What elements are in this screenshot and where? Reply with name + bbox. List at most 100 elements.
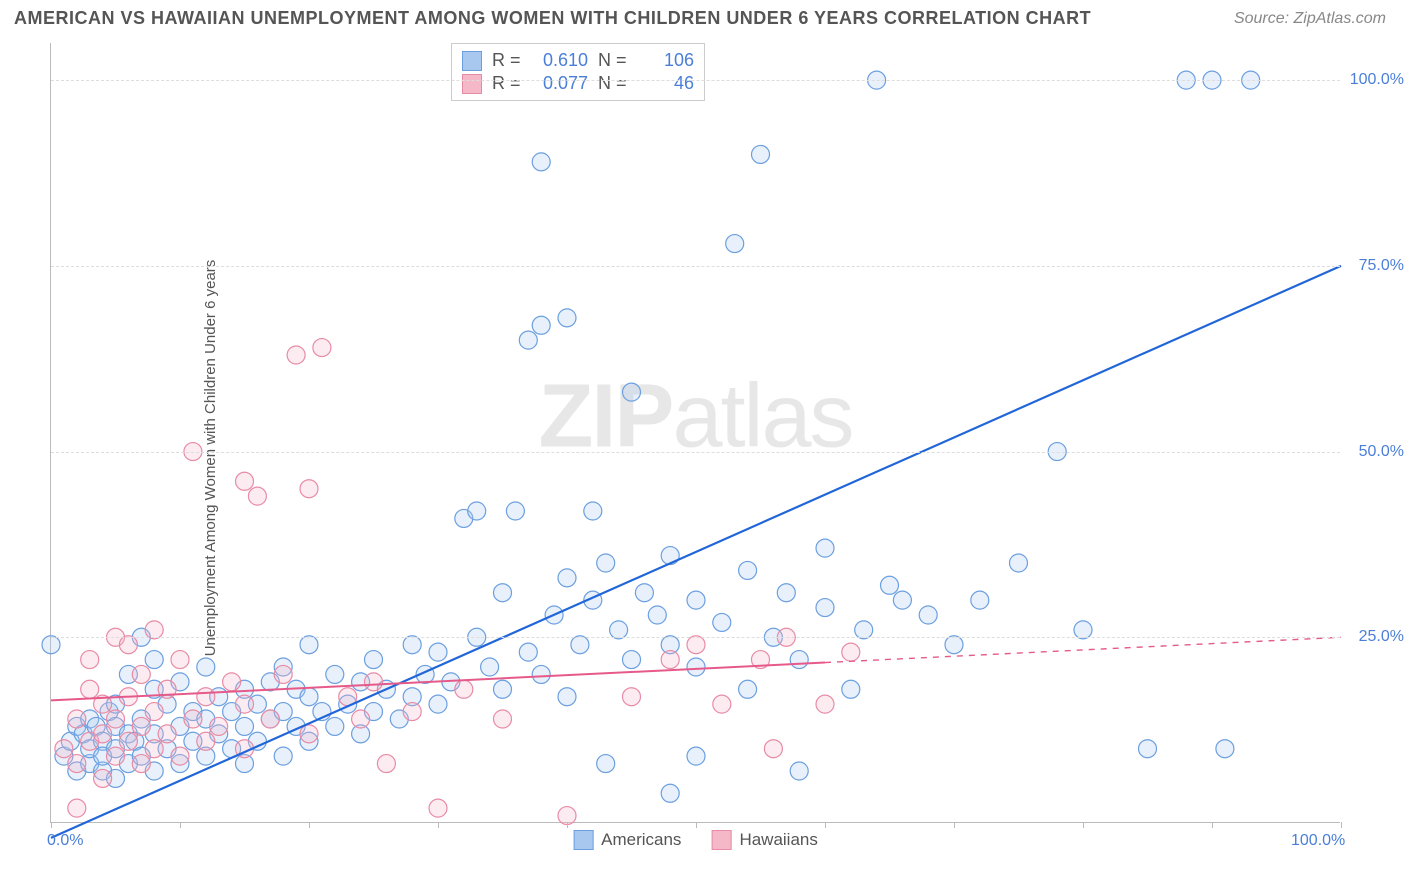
x-tick (825, 822, 826, 828)
y-tick-label: 25.0% (1359, 628, 1404, 646)
data-point (94, 725, 112, 743)
legend-swatch (711, 830, 731, 850)
data-point (687, 591, 705, 609)
legend-r-label: R = (492, 50, 526, 71)
data-point (468, 502, 486, 520)
data-point (300, 688, 318, 706)
chart-header: AMERICAN VS HAWAIIAN UNEMPLOYMENT AMONG … (0, 0, 1406, 33)
data-point (261, 710, 279, 728)
data-point (790, 651, 808, 669)
data-point (300, 725, 318, 743)
data-point (816, 599, 834, 617)
data-point (790, 762, 808, 780)
data-point (68, 799, 86, 817)
legend-row: R = 0.077 N = 46 (462, 73, 694, 94)
data-point (145, 703, 163, 721)
legend-swatch (573, 830, 593, 850)
data-point (519, 643, 537, 661)
x-tick-label: 100.0% (1291, 832, 1345, 850)
x-tick (1083, 822, 1084, 828)
scatter-svg (51, 43, 1340, 822)
legend-n-value: 46 (642, 73, 694, 94)
data-point (739, 561, 757, 579)
gridline (51, 266, 1340, 267)
data-point (855, 621, 873, 639)
data-point (1139, 740, 1157, 758)
data-point (81, 680, 99, 698)
data-point (236, 472, 254, 490)
data-point (687, 747, 705, 765)
data-point (816, 539, 834, 557)
data-point (107, 710, 125, 728)
legend-n-label: N = (598, 50, 632, 71)
data-point (300, 636, 318, 654)
data-point (184, 710, 202, 728)
data-point (171, 651, 189, 669)
legend-swatch (462, 74, 482, 94)
data-point (494, 584, 512, 602)
data-point (197, 732, 215, 750)
data-point (558, 569, 576, 587)
legend-r-value: 0.610 (536, 50, 588, 71)
data-point (365, 673, 383, 691)
data-point (494, 710, 512, 728)
data-point (119, 636, 137, 654)
legend-n-label: N = (598, 73, 632, 94)
gridline (51, 637, 1340, 638)
data-point (893, 591, 911, 609)
x-tick (1212, 822, 1213, 828)
x-tick (696, 822, 697, 828)
y-tick-label: 100.0% (1350, 71, 1404, 89)
data-point (661, 547, 679, 565)
gridline (51, 80, 1340, 81)
legend-swatch (462, 51, 482, 71)
legend-item: Americans (573, 830, 681, 850)
data-point (661, 651, 679, 669)
x-tick-label: 0.0% (47, 832, 83, 850)
y-tick-label: 50.0% (1359, 443, 1404, 461)
data-point (842, 680, 860, 698)
data-point (236, 717, 254, 735)
data-point (532, 316, 550, 334)
legend-r-value: 0.077 (536, 73, 588, 94)
data-point (816, 695, 834, 713)
data-point (81, 651, 99, 669)
data-point (287, 346, 305, 364)
data-point (197, 658, 215, 676)
data-point (726, 235, 744, 253)
x-tick (567, 822, 568, 828)
data-point (365, 651, 383, 669)
data-point (223, 673, 241, 691)
x-tick (438, 822, 439, 828)
data-point (713, 695, 731, 713)
data-point (119, 732, 137, 750)
data-point (94, 769, 112, 787)
data-point (648, 606, 666, 624)
data-point (197, 688, 215, 706)
data-point (145, 651, 163, 669)
data-point (403, 703, 421, 721)
data-point (597, 554, 615, 572)
plot-region: ZIPatlas R = 0.610 N = 106 R = 0.077 N =… (50, 43, 1340, 823)
data-point (145, 740, 163, 758)
data-point (739, 680, 757, 698)
x-tick (954, 822, 955, 828)
data-point (107, 747, 125, 765)
data-point (210, 717, 228, 735)
x-tick (309, 822, 310, 828)
data-point (481, 658, 499, 676)
data-point (777, 584, 795, 602)
data-point (635, 584, 653, 602)
data-point (326, 665, 344, 683)
data-point (571, 636, 589, 654)
legend-label: Americans (601, 830, 681, 850)
data-point (687, 636, 705, 654)
data-point (687, 658, 705, 676)
data-point (532, 665, 550, 683)
data-point (752, 145, 770, 163)
data-point (1010, 554, 1028, 572)
data-point (429, 643, 447, 661)
data-point (842, 643, 860, 661)
legend-series: Americans Hawaiians (573, 830, 818, 850)
data-point (764, 740, 782, 758)
